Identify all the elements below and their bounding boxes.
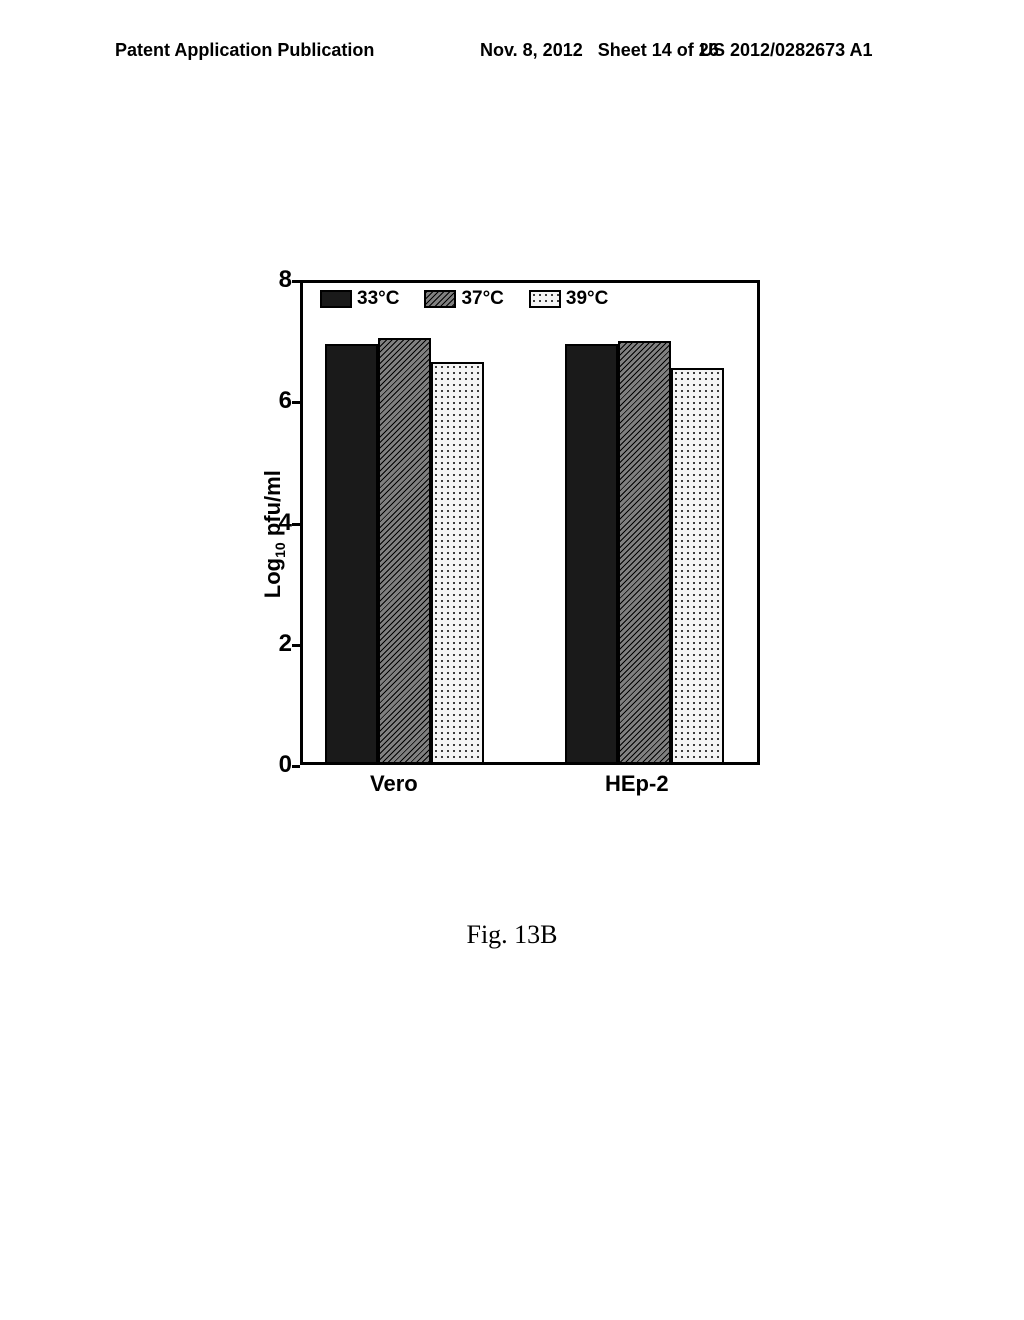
bar-chart: Log10 pfu/ml 02468 33°C37°C39°C VeroHEp-…	[230, 280, 760, 800]
bar	[618, 341, 671, 762]
y-tick-mark	[292, 280, 300, 283]
y-tick-mark	[292, 401, 300, 404]
bar	[671, 368, 724, 762]
y-tick-mark	[292, 523, 300, 526]
bar	[565, 344, 618, 762]
bar-group	[325, 277, 484, 762]
y-tick-mark	[292, 765, 300, 768]
x-axis-label: Vero	[370, 771, 418, 797]
x-axis-label: HEp-2	[605, 771, 669, 797]
y-tick-label: 4	[270, 509, 292, 537]
header-date: Nov. 8, 2012 Sheet 14 of 26	[480, 40, 719, 61]
bars-area: VeroHEp-2	[300, 280, 760, 765]
bar	[431, 362, 484, 762]
figure-caption: Fig. 13B	[0, 920, 1024, 950]
y-tick-label: 6	[270, 387, 292, 415]
y-tick-label: 2	[270, 630, 292, 658]
bar	[378, 338, 431, 762]
y-tick-label: 0	[270, 751, 292, 779]
header-pubnumber: US 2012/0282673 A1	[700, 40, 872, 61]
bar-group	[565, 277, 724, 762]
header-publication: Patent Application Publication	[115, 40, 374, 61]
bar	[325, 344, 378, 762]
y-tick-mark	[292, 644, 300, 647]
y-tick-label: 8	[270, 266, 292, 294]
